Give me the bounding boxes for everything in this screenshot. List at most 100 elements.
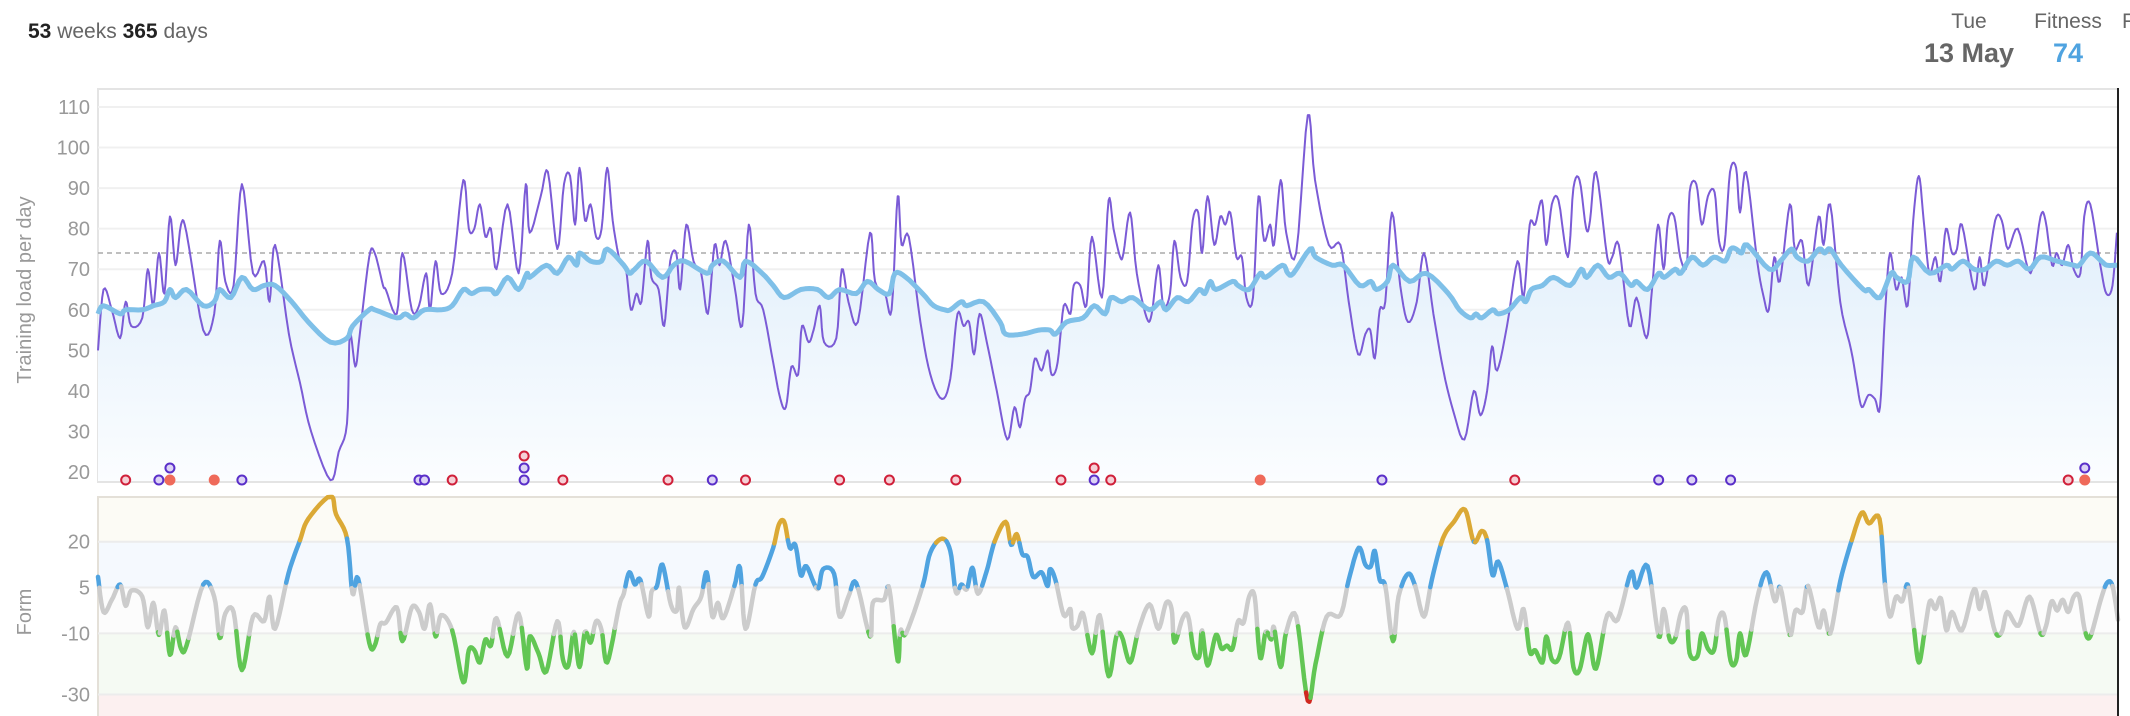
activity-marker-purple[interactable] bbox=[153, 474, 165, 486]
activity-marker-red[interactable] bbox=[662, 474, 674, 486]
selected-weekday: Tue bbox=[1951, 10, 1987, 33]
form-line-grey-zone bbox=[1906, 585, 1917, 633]
form-tick-label: 20 bbox=[68, 532, 90, 554]
form-line-grey-zone bbox=[1673, 605, 1691, 638]
activity-marker-purple[interactable] bbox=[1088, 474, 1100, 486]
form-line-grey-zone bbox=[612, 584, 628, 631]
form-line-grey-zone bbox=[375, 605, 403, 638]
form-line-grey-zone bbox=[357, 582, 370, 637]
form-line-grey-zone bbox=[157, 608, 170, 636]
activity-marker-red[interactable] bbox=[834, 474, 846, 486]
activity-marker-purple[interactable] bbox=[236, 474, 248, 486]
form-tick-label: -10 bbox=[61, 623, 90, 645]
form-line-grey-zone bbox=[1788, 584, 1810, 637]
clipped-label: F bbox=[2122, 10, 2130, 33]
form-line-fresh bbox=[653, 562, 671, 594]
form-line-optimal bbox=[584, 629, 596, 645]
activity-marker-purple[interactable] bbox=[518, 474, 530, 486]
activity-marker-red[interactable] bbox=[1509, 474, 1521, 486]
form-line-transition bbox=[1438, 506, 1477, 547]
form-line-grey-zone bbox=[1882, 582, 1909, 619]
activity-marker-red[interactable] bbox=[446, 474, 458, 486]
form-line-grey-zone bbox=[1054, 582, 1090, 638]
form-line-grey-zone bbox=[97, 584, 120, 616]
activity-marker-purple[interactable] bbox=[1725, 474, 1737, 486]
form-line-grey-zone bbox=[833, 585, 854, 620]
activity-marker-purple[interactable] bbox=[706, 474, 718, 486]
form-line-grey-zone bbox=[246, 580, 289, 637]
form-line-fresh bbox=[344, 536, 354, 591]
activity-marker-red[interactable] bbox=[557, 474, 569, 486]
activity-marker-red[interactable] bbox=[1105, 474, 1117, 486]
form-line-fresh bbox=[965, 565, 979, 590]
form-line-optimal bbox=[1911, 627, 1927, 665]
activity-marker-red[interactable] bbox=[518, 450, 530, 462]
form-line-fresh bbox=[785, 537, 819, 590]
form-line-fresh bbox=[1017, 540, 1059, 589]
activity-marker-purple[interactable] bbox=[2079, 462, 2091, 474]
activity-marker-red[interactable] bbox=[2062, 474, 2074, 486]
activity-marker-purple[interactable] bbox=[419, 474, 431, 486]
activity-marker-salmon[interactable] bbox=[164, 474, 176, 486]
days-label: days bbox=[163, 20, 208, 43]
activity-marker-red[interactable] bbox=[1055, 474, 1067, 486]
form-line-grey-zone bbox=[1269, 624, 1278, 638]
form-line-grey-zone bbox=[1412, 583, 1433, 619]
form-line-grey-zone bbox=[2089, 584, 2108, 636]
form-line-fresh bbox=[1345, 545, 1388, 589]
weeks-count: 53 bbox=[28, 20, 52, 43]
form-line-transition bbox=[992, 519, 1013, 545]
form-line-optimal bbox=[1524, 626, 1568, 665]
activity-marker-purple[interactable] bbox=[518, 462, 530, 474]
form-line-grey-zone bbox=[1504, 586, 1529, 632]
activity-marker-purple[interactable] bbox=[1376, 474, 1388, 486]
activity-marker-purple[interactable] bbox=[1686, 474, 1698, 486]
activity-marker-red[interactable] bbox=[883, 474, 895, 486]
activity-marker-red[interactable] bbox=[1088, 462, 1100, 474]
date-range-summary: 53 weeks 365 days bbox=[28, 20, 208, 44]
form-line-optimal bbox=[1272, 629, 1289, 670]
form-line-grey-zone bbox=[208, 585, 222, 637]
form-line-grey-zone bbox=[856, 586, 871, 635]
activity-marker-salmon[interactable] bbox=[208, 474, 220, 486]
form-line-fresh bbox=[200, 579, 214, 591]
form-line-fresh bbox=[700, 570, 711, 590]
form-line-grey-zone bbox=[1233, 588, 1260, 638]
activity-marker-red[interactable] bbox=[950, 474, 962, 486]
form-line-grey-zone bbox=[219, 605, 239, 637]
form-line-grey-zone bbox=[490, 615, 502, 639]
form-line-grey-zone bbox=[349, 583, 358, 597]
form-line-transition bbox=[297, 494, 350, 543]
form-line-optimal bbox=[1666, 632, 1679, 645]
form-line-fresh bbox=[753, 541, 777, 587]
activity-marker-purple[interactable] bbox=[164, 462, 176, 474]
form-line-fresh bbox=[979, 539, 997, 588]
activity-marker-salmon[interactable] bbox=[2079, 474, 2091, 486]
form-line-grey-zone bbox=[1134, 599, 1176, 639]
form-line-grey-zone bbox=[1998, 594, 2043, 636]
load-axis-label: Training load per day bbox=[14, 196, 36, 383]
load-tick-label: 40 bbox=[68, 381, 90, 403]
form-line-fresh bbox=[1836, 537, 1855, 593]
form-line-grey-zone bbox=[1562, 620, 1573, 636]
form-line-optimal bbox=[1295, 624, 1309, 695]
form-line-grey-zone bbox=[1778, 585, 1793, 638]
activity-marker-red[interactable] bbox=[740, 474, 752, 486]
form-line-grey-zone bbox=[1749, 583, 1763, 632]
form-line-optimal bbox=[2083, 630, 2095, 641]
form-line-optimal bbox=[1117, 630, 1140, 665]
activity-marker-red[interactable] bbox=[120, 474, 132, 486]
form-line-optimal bbox=[1389, 630, 1398, 644]
form-line-transition bbox=[772, 517, 791, 546]
form-line-optimal bbox=[164, 630, 176, 658]
activity-marker-salmon[interactable] bbox=[1254, 474, 1266, 486]
form-line-grey-zone bbox=[1392, 583, 1404, 636]
form-line-grey-zone bbox=[1658, 606, 1671, 638]
fitness-label: Fitness bbox=[2034, 10, 2102, 33]
form-line-grey-zone bbox=[591, 618, 605, 638]
form-line-optimal bbox=[1724, 627, 1754, 668]
fitness-line bbox=[95, 242, 2119, 346]
form-line-optimal bbox=[175, 629, 191, 655]
activity-marker-purple[interactable] bbox=[1653, 474, 1665, 486]
